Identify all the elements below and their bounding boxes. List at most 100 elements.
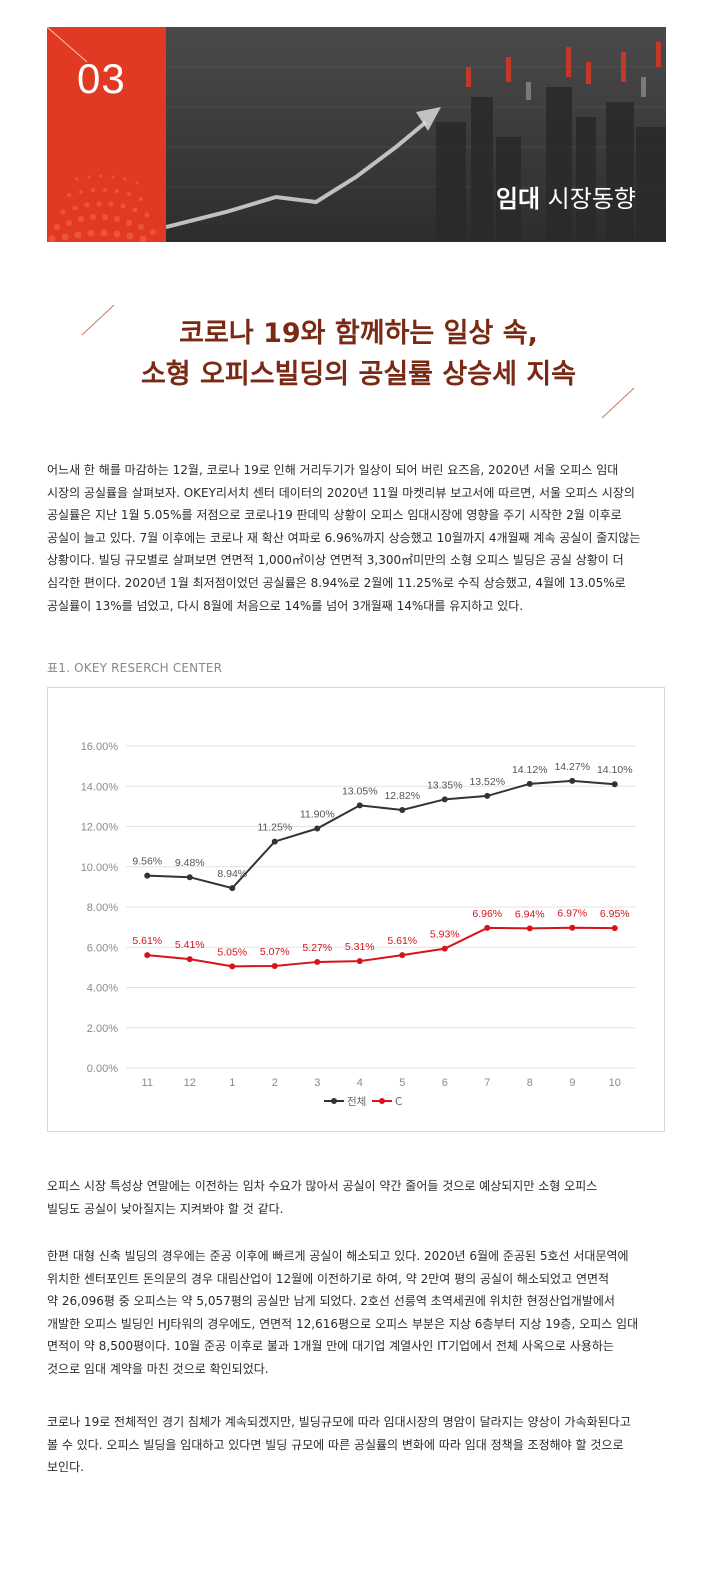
data-label: 5.93%	[430, 929, 460, 941]
y-tick-label: 14.00%	[81, 781, 119, 793]
banner-title-bold: 임대	[495, 185, 541, 213]
text-line: 오피스 시장 특성상 연말에는 이전하는 임차 수요가 많아서 공실이 약간 줄…	[47, 1179, 598, 1193]
legend-swatch-marker	[379, 1098, 385, 1104]
text-line: 위치한 센터포인트 돈의문의 경우 대림산업이 12월에 이전하기로 하여, 약…	[47, 1271, 610, 1286]
headline-line-2: 소형 오피스빌딩의 공실률 상승세 지속	[140, 359, 577, 390]
banner-stock-graphic	[166, 42, 666, 242]
legend-swatch-marker	[331, 1098, 337, 1104]
text-line: 것으로 임대 계약을 마친 것으로 확인되었다.	[47, 1361, 269, 1376]
text-line: 상황이다. 빌딩 규모별로 살펴보면 연면적 1,000㎡이상 연면적 3,30…	[47, 553, 624, 568]
banner-title-rest: 시장동향	[540, 185, 636, 213]
data-label: 5.31%	[345, 941, 375, 953]
x-tick-label: 9	[569, 1077, 575, 1089]
data-label: 11.90%	[300, 809, 335, 821]
section-banner: 03 임대 시장동향	[47, 27, 666, 242]
data-point	[356, 802, 363, 809]
paragraph-2: 오피스 시장 특성상 연말에는 이전하는 임차 수요가 많아서 공실이 약간 줄…	[47, 1175, 672, 1220]
data-point	[229, 885, 236, 892]
headline-line-1: 코로나 19와 함께하는 일상 속,	[179, 318, 538, 349]
y-tick-label: 4.00%	[87, 983, 118, 995]
series-line-1	[147, 926, 615, 968]
data-label: 13.05%	[342, 785, 378, 797]
banner-red-panel: 03	[47, 27, 166, 242]
data-point	[441, 945, 448, 952]
banner-title: 임대 시장동향	[496, 179, 636, 214]
x-tick-label: 10	[609, 1077, 621, 1089]
x-tick-label: 3	[314, 1077, 320, 1089]
y-tick-label: 8.00%	[87, 902, 118, 914]
banner-dot-pattern	[47, 27, 156, 242]
text-line: 어느새 한 해를 마감하는 12월, 코로나 19로 인해 거리두기가 일상이 …	[47, 463, 619, 477]
data-point	[271, 962, 278, 969]
x-tick-label: 8	[527, 1077, 533, 1089]
data-label: 13.35%	[427, 779, 463, 791]
data-point	[569, 924, 576, 931]
section-number: 03	[77, 55, 126, 102]
data-point	[611, 781, 618, 788]
text-line: 면적이 약 8,500평이다. 10월 준공 이후로 불과 1개월 만에 대기업…	[47, 1339, 614, 1354]
y-tick-label: 12.00%	[81, 822, 119, 834]
text-line: 공실이 늘고 있다. 7월 이후에는 코로나 재 확산 여파로 6.96%까지 …	[47, 530, 641, 545]
data-label: 5.41%	[175, 939, 205, 951]
data-label: 5.27%	[302, 942, 332, 954]
x-tick-label: 1	[229, 1077, 235, 1089]
data-point	[441, 796, 448, 803]
data-point	[356, 958, 363, 965]
chart-container: 0.00% 2.00% 4.00% 6.00% 8.00% 10.00% 12.00% 14.…	[47, 687, 665, 1132]
x-tick-label: 11	[142, 1077, 153, 1089]
data-label: 5.05%	[217, 946, 247, 958]
data-point	[314, 958, 321, 965]
data-label: 5.61%	[132, 935, 162, 947]
intro-paragraph: 어느새 한 해를 마감하는 12월, 코로나 19로 인해 거리두기가 일상이 …	[47, 459, 672, 617]
y-tick-label: 2.00%	[87, 1023, 118, 1035]
data-label: 9.56%	[132, 856, 162, 868]
data-point	[186, 956, 193, 963]
data-label: 5.61%	[387, 935, 417, 947]
data-point	[484, 924, 491, 931]
y-tick-label: 0.00%	[87, 1063, 118, 1075]
x-tick-label: 5	[399, 1077, 405, 1089]
text-line: 빌딩도 공실이 낮아질지는 지켜봐야 할 것 같다.	[47, 1201, 284, 1216]
x-tick-label: 2	[272, 1077, 278, 1089]
data-label: 12.82%	[384, 790, 420, 802]
text-line: 공실률은 지난 1월 5.05%를 저점으로 코로나19 판데믹 상황이 오피스…	[47, 508, 622, 523]
data-label: 13.52%	[469, 776, 505, 788]
text-line: 공실률이 13%를 넘었고, 다시 8월에 처음으로 14%를 넘어 3개월째 …	[47, 598, 524, 613]
data-point	[484, 792, 491, 799]
data-label: 5.07%	[260, 946, 290, 958]
data-point	[314, 825, 321, 832]
y-tick-label: 6.00%	[87, 942, 118, 954]
x-tick-label: 7	[484, 1077, 490, 1089]
legend-label: 전체	[347, 1096, 366, 1108]
data-label: 11.25%	[257, 822, 292, 834]
paragraph-3: 한편 대형 신축 빌딩의 경우에는 준공 이후에 빠르게 공실이 해소되고 있다…	[47, 1245, 672, 1381]
data-label: 6.94%	[515, 908, 545, 920]
text-line: 코로나 19로 전체적인 경기 침체가 계속되겠지만, 빌딩규모에 따라 임대시…	[47, 1415, 631, 1429]
text-line: 심각한 편이다. 2020년 1월 최저점이었던 공실률은 8.94%로 2월에…	[47, 575, 626, 590]
banner-photo-panel: 임대 시장동향	[166, 27, 666, 242]
data-point	[611, 925, 618, 932]
data-point	[399, 806, 406, 813]
paragraph-4: 코로나 19로 전체적인 경기 침체가 계속되겠지만, 빌딩규모에 따라 임대시…	[47, 1411, 672, 1479]
text-line: 개발한 오피스 빌딩인 HJ타워의 경우에도, 연면적 12,616평으로 오피…	[47, 1316, 639, 1331]
x-tick-label: 4	[357, 1077, 363, 1089]
data-point	[144, 872, 151, 879]
legend-label: C	[395, 1096, 402, 1108]
y-tick-label: 10.00%	[81, 862, 119, 874]
data-label: 14.10%	[597, 764, 633, 776]
headline-slash-left	[81, 304, 115, 336]
x-tick-label: 12	[184, 1077, 196, 1089]
data-point	[186, 874, 193, 881]
text-line: 한편 대형 신축 빌딩의 경우에는 준공 이후에 빠르게 공실이 해소되고 있다…	[47, 1249, 629, 1263]
data-point	[526, 780, 533, 787]
data-label: 14.12%	[512, 764, 548, 776]
text-line: 약 26,096평 중 오피스는 약 5,057평의 공실만 남게 되었다. 2…	[47, 1294, 615, 1309]
series-line-0	[147, 779, 615, 890]
chart-caption: 표1. OKEY RESERCH CENTER	[47, 661, 223, 675]
data-point	[526, 925, 533, 932]
data-label: 6.96%	[472, 908, 502, 920]
data-point	[271, 838, 278, 845]
data-label: 14.27%	[554, 761, 590, 773]
data-point	[229, 963, 236, 970]
data-label: 6.95%	[600, 908, 630, 920]
